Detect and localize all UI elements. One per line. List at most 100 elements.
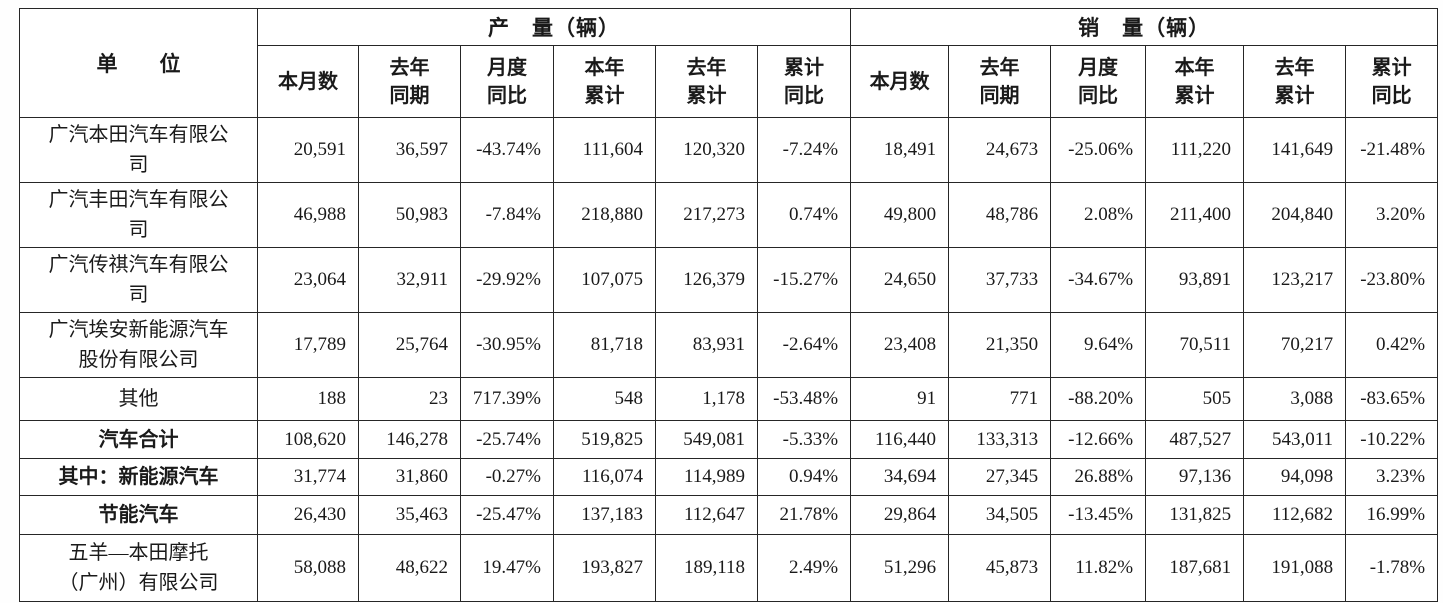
production-subheader-current-month: 本月数 bbox=[257, 45, 359, 118]
sales-subheader-last-year-same-period: 去年 同期 bbox=[948, 45, 1052, 118]
sales-value: 23,408 bbox=[850, 312, 950, 378]
production-value: 112,647 bbox=[655, 495, 758, 535]
production-value: 58,088 bbox=[257, 534, 359, 602]
company-name: 节能汽车 bbox=[19, 495, 258, 535]
sales-subheader-ytd: 本年 累计 bbox=[1145, 45, 1245, 118]
production-value: 35,463 bbox=[358, 495, 461, 535]
production-value: 0.94% bbox=[756, 458, 852, 496]
sales-subheader-current-month: 本月数 bbox=[850, 45, 950, 118]
sales-value: 9.64% bbox=[1050, 312, 1147, 378]
production-value: 146,278 bbox=[358, 420, 461, 459]
sales-value: 3,088 bbox=[1243, 377, 1347, 421]
company-name: 五羊—本田摩托 （广州）有限公司 bbox=[19, 534, 258, 602]
production-value: 36,597 bbox=[358, 117, 461, 183]
production-value: 19.47% bbox=[460, 534, 554, 602]
group-header-row: 单 位 产 量（辆） 销 量（辆） bbox=[19, 8, 1439, 118]
production-value: 31,774 bbox=[257, 458, 359, 496]
sales-value: 51,296 bbox=[850, 534, 950, 602]
table-row: 其中：新能源汽车 31,774 31,860 -0.27% 116,074 114,989… bbox=[19, 458, 1439, 496]
production-value: 23 bbox=[358, 377, 461, 421]
sales-value: 34,505 bbox=[948, 495, 1052, 535]
production-subheader-monthly-yoy: 月度 同比 bbox=[460, 45, 554, 118]
table-row: 节能汽车 26,430 35,463 -25.47% 137,183 112,647 21.… bbox=[19, 495, 1439, 535]
sales-value: 70,511 bbox=[1145, 312, 1245, 378]
production-value: 31,860 bbox=[358, 458, 461, 496]
table-row: 五羊—本田摩托 （广州）有限公司 58,088 48,622 19.47% 193,82… bbox=[19, 534, 1439, 602]
company-name: 广汽丰田汽车有限公司 bbox=[19, 182, 258, 248]
production-value: -25.74% bbox=[460, 420, 554, 459]
company-name: 广汽传祺汽车有限公司 bbox=[19, 247, 258, 313]
table-container: 单 位 产 量（辆） 销 量（辆） 本月数 去年 同期 月度 同比 本年 累计 … bbox=[19, 8, 1439, 602]
production-value: 120,320 bbox=[655, 117, 758, 183]
production-value: 50,983 bbox=[358, 182, 461, 248]
production-value: 549,081 bbox=[655, 420, 758, 459]
sales-value: 24,673 bbox=[948, 117, 1052, 183]
sales-value: 131,825 bbox=[1145, 495, 1245, 535]
production-value: 32,911 bbox=[358, 247, 461, 313]
production-value: 48,622 bbox=[358, 534, 461, 602]
sales-value: 26.88% bbox=[1050, 458, 1147, 496]
sales-value: 116,440 bbox=[850, 420, 950, 459]
production-value: -53.48% bbox=[756, 377, 852, 421]
company-name: 其他 bbox=[19, 377, 258, 421]
production-value: -29.92% bbox=[460, 247, 554, 313]
production-value: 137,183 bbox=[553, 495, 656, 535]
table-row: 汽车合计 108,620 146,278 -25.74% 519,825 549,081-… bbox=[19, 420, 1439, 459]
production-subheader-last-year-same-period: 去年 同期 bbox=[358, 45, 461, 118]
production-value: 107,075 bbox=[553, 247, 656, 313]
production-value: 548 bbox=[553, 377, 656, 421]
sales-value: 141,649 bbox=[1243, 117, 1347, 183]
sales-value: 70,217 bbox=[1243, 312, 1347, 378]
sales-value: -25.06% bbox=[1050, 117, 1147, 183]
company-name: 其中：新能源汽车 bbox=[19, 458, 258, 496]
production-value: -25.47% bbox=[460, 495, 554, 535]
sales-value: 11.82% bbox=[1050, 534, 1147, 602]
production-value: 108,620 bbox=[257, 420, 359, 459]
sales-value: 3.23% bbox=[1345, 458, 1439, 496]
sales-value: 487,527 bbox=[1145, 420, 1245, 459]
sales-value: -1.78% bbox=[1345, 534, 1439, 602]
production-value: -0.27% bbox=[460, 458, 554, 496]
sales-value: 49,800 bbox=[850, 182, 950, 248]
production-subheader-cumulative-yoy: 累计 同比 bbox=[756, 45, 852, 118]
table-row: 广汽本田汽车有限公司 20,591 36,597 -43.74% 111,604 120,… bbox=[19, 117, 1439, 183]
production-value: 2.49% bbox=[756, 534, 852, 602]
table-row: 广汽传祺汽车有限公司 23,064 32,911 -29.92% 107,075 126,… bbox=[19, 247, 1439, 313]
sales-value: -21.48% bbox=[1345, 117, 1439, 183]
production-value: 0.74% bbox=[756, 182, 852, 248]
table-row: 广汽丰田汽车有限公司 46,988 50,983 -7.84% 218,880 217,2… bbox=[19, 182, 1439, 248]
production-value: 217,273 bbox=[655, 182, 758, 248]
sales-value: 94,098 bbox=[1243, 458, 1347, 496]
sales-value: 91 bbox=[850, 377, 950, 421]
sales-value: -13.45% bbox=[1050, 495, 1147, 535]
sales-value: 29,864 bbox=[850, 495, 950, 535]
production-value: 25,764 bbox=[358, 312, 461, 378]
production-value: 1,178 bbox=[655, 377, 758, 421]
sales-value: 123,217 bbox=[1243, 247, 1347, 313]
production-value: 717.39% bbox=[460, 377, 554, 421]
sales-subheader-last-year-ytd: 去年 累计 bbox=[1243, 45, 1347, 118]
table-row: 其他 188 23 717.39% 548 1,178 -53.48% 91 771 -88.20… bbox=[19, 377, 1439, 421]
production-subheader-ytd: 本年 累计 bbox=[553, 45, 656, 118]
production-value: -2.64% bbox=[756, 312, 852, 378]
sales-value: 27,345 bbox=[948, 458, 1052, 496]
table-body: 广汽本田汽车有限公司 20,591 36,597 -43.74% 111,604 120,… bbox=[19, 117, 1439, 602]
sales-value: 133,313 bbox=[948, 420, 1052, 459]
production-value: 519,825 bbox=[553, 420, 656, 459]
company-name: 广汽本田汽车有限公司 bbox=[19, 117, 258, 183]
sales-value: 204,840 bbox=[1243, 182, 1347, 248]
production-value: 17,789 bbox=[257, 312, 359, 378]
production-value: -7.24% bbox=[756, 117, 852, 183]
unit-column-header: 单 位 bbox=[19, 8, 258, 118]
production-value: 114,989 bbox=[655, 458, 758, 496]
sales-value: 771 bbox=[948, 377, 1052, 421]
sub-header-row: 本月数 去年 同期 月度 同比 本年 累计 去年 累计 累计 同比 本月数 去年… bbox=[20, 45, 1439, 118]
company-name: 广汽埃安新能源汽车股份有限公司 bbox=[19, 312, 258, 378]
sales-value: -10.22% bbox=[1345, 420, 1439, 459]
production-value: -30.95% bbox=[460, 312, 554, 378]
sales-value: -34.67% bbox=[1050, 247, 1147, 313]
production-value: 23,064 bbox=[257, 247, 359, 313]
sales-value: -88.20% bbox=[1050, 377, 1147, 421]
sales-value: 191,088 bbox=[1243, 534, 1347, 602]
